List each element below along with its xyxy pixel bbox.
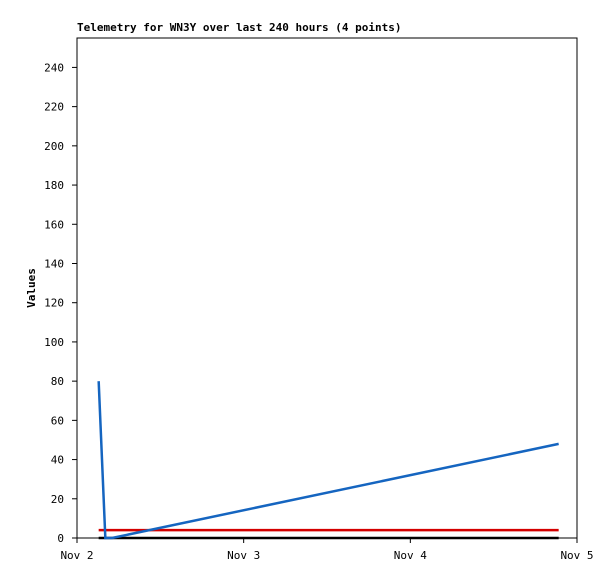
y-tick-label: 40	[51, 454, 64, 467]
y-tick-label: 80	[51, 375, 64, 388]
x-tick-label: Nov 2	[60, 549, 93, 562]
y-tick-label: 0	[57, 532, 64, 545]
y-tick-label: 20	[51, 493, 64, 506]
plot-frame	[76, 37, 578, 539]
y-tick-label: 120	[44, 297, 64, 310]
chart-title: Telemetry for WN3Y over last 240 hours (…	[77, 21, 402, 34]
y-tick-label: 180	[44, 179, 64, 192]
series-line	[97, 381, 559, 540]
y-tick-label: 240	[44, 61, 64, 74]
y-tick-label: 140	[44, 257, 64, 270]
y-axis-label: Values	[25, 268, 38, 308]
y-tick-label: 100	[44, 336, 64, 349]
y-tick-label: 220	[44, 101, 64, 114]
y-tick-label: 60	[51, 414, 64, 427]
x-tick-label: Nov 4	[394, 549, 427, 562]
x-tick-label: Nov 3	[227, 549, 260, 562]
y-tick-label: 160	[44, 218, 64, 231]
y-tick-label: 200	[44, 140, 64, 153]
x-tick-label: Nov 5	[560, 549, 593, 562]
